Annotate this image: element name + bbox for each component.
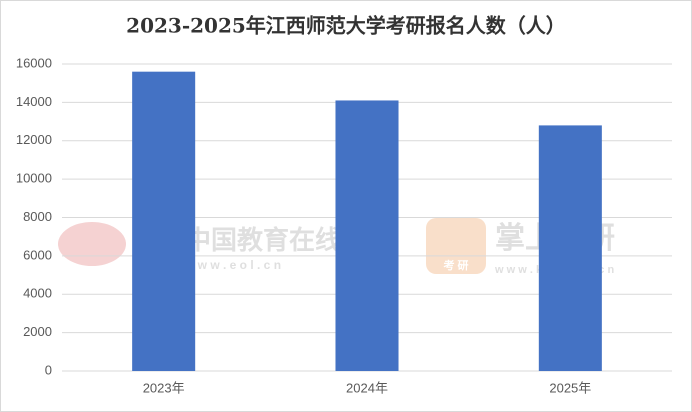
x-tick-label: 2025年 (549, 380, 591, 395)
bar (335, 100, 399, 372)
y-tick-label: 0 (45, 362, 52, 377)
eol-logo (58, 222, 126, 266)
y-tick-label: 8000 (23, 209, 52, 224)
y-tick-label: 14000 (16, 94, 52, 109)
y-tick-label: 16000 (16, 55, 52, 70)
y-tick-label: 2000 (23, 324, 52, 339)
x-tick-label: 2024年 (346, 380, 388, 395)
watermark: 中国教育在线 (185, 225, 341, 255)
y-tick-label: 6000 (23, 247, 52, 262)
bar (132, 71, 196, 372)
watermark: w w w . e o l . c n (184, 258, 281, 272)
x-tick-label: 2023年 (143, 380, 185, 395)
bar (538, 125, 602, 372)
kaoyan-logo (426, 218, 486, 274)
watermark: 考 研 (443, 258, 468, 272)
y-tick-label: 12000 (16, 132, 52, 147)
y-tick-label: 10000 (16, 171, 52, 186)
y-tick-label: 4000 (23, 286, 52, 301)
chart-title: 2023-2025年江西师范大学考研报名人数（人） (126, 14, 566, 38)
